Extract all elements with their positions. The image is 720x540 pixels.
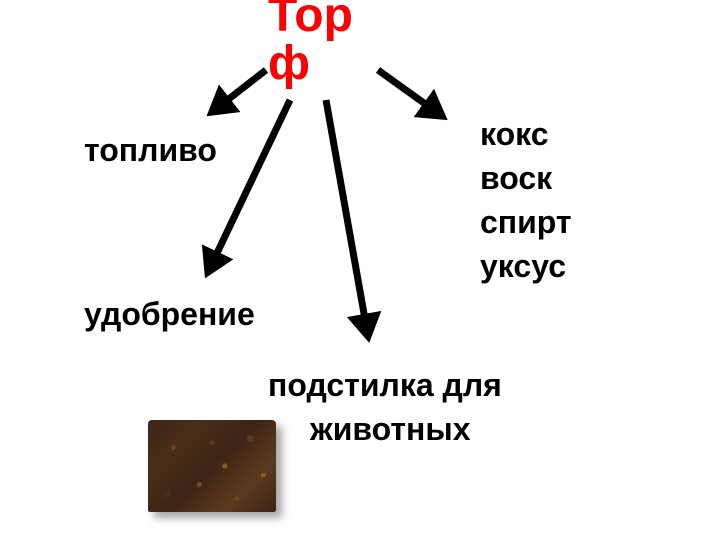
label-vinegar: уксус [480, 248, 566, 285]
label-coke: кокс [480, 116, 549, 153]
label-wax: воск [480, 160, 552, 197]
peat-block-image [148, 420, 276, 512]
label-fuel: топливо [84, 132, 217, 169]
arrow-to-fertilizer [208, 100, 290, 272]
diagram-title: Тор ф [268, 0, 388, 88]
title-line1: Тор [268, 0, 353, 42]
arrow-to-fuel [212, 70, 266, 112]
label-fertilizer: удобрение [84, 296, 255, 333]
label-bedding-line1: подстилка для [268, 364, 502, 407]
title-line2: ф [268, 37, 310, 90]
arrow-to-bedding [326, 100, 368, 336]
label-bedding-line2: животных [310, 408, 470, 451]
label-spirit: спирт [480, 204, 572, 241]
peat-texture [148, 420, 276, 512]
